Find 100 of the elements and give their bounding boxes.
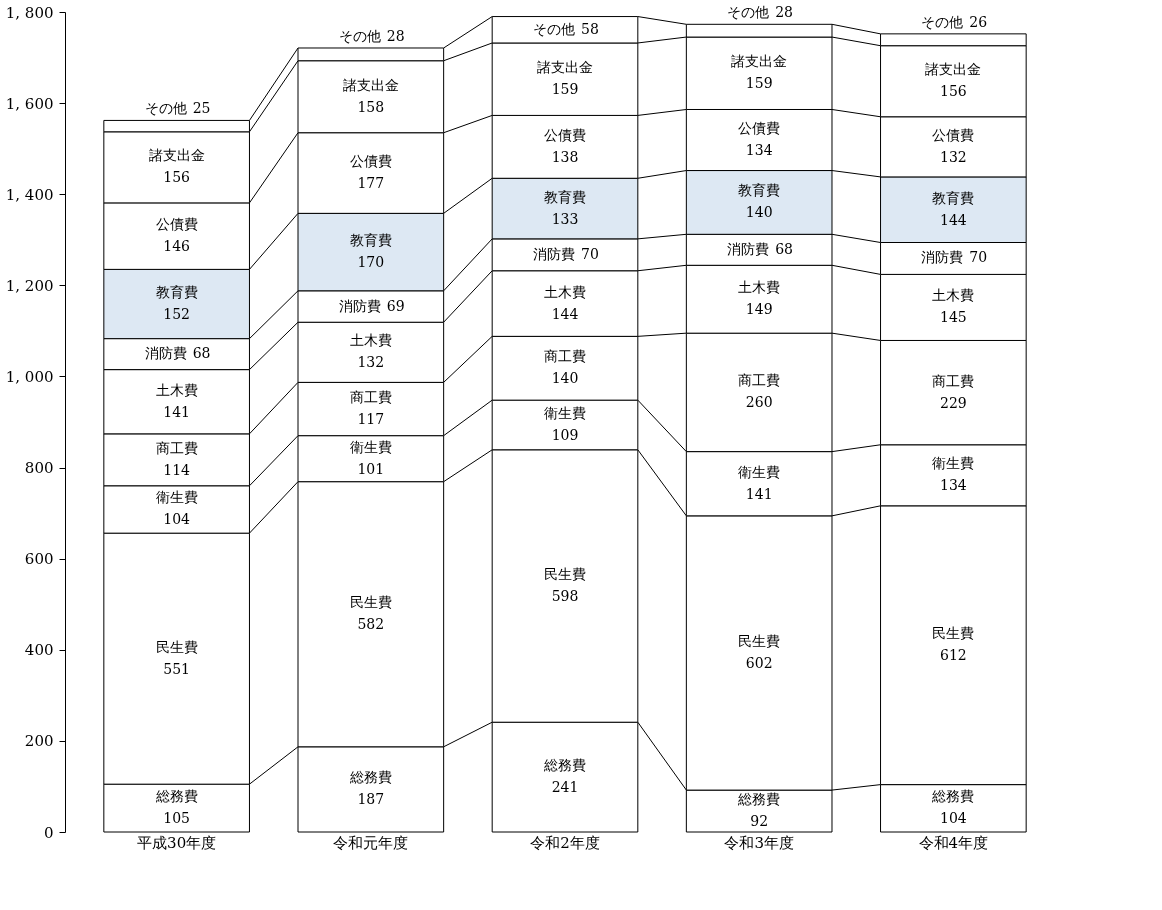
text: その他	[144, 100, 187, 117]
y-tick-label: 1, 400	[5, 185, 54, 204]
data-label: 58	[581, 20, 599, 37]
text: 衛生費	[155, 489, 198, 506]
text: その他	[338, 27, 381, 44]
text: 商工費	[738, 372, 781, 389]
data-label: 68	[775, 240, 793, 257]
data-label: 156	[939, 83, 967, 100]
text: 土木費	[155, 381, 198, 398]
data-label: 114	[163, 461, 191, 478]
data-label: 187	[357, 791, 385, 808]
y-tick-label: 1, 000	[5, 367, 54, 386]
y-tick-label: 1, 800	[5, 3, 54, 22]
data-label: 159	[745, 75, 773, 92]
series-label: 民生費	[738, 632, 781, 649]
text: 公債費	[155, 216, 198, 233]
text: その他	[533, 20, 575, 37]
data-label: 70	[581, 245, 599, 262]
y-tick-label: 800	[24, 459, 54, 478]
y-tick-label: 400	[24, 641, 54, 660]
x-tick-label: 令和2年度	[530, 833, 600, 852]
data-label: 146	[163, 238, 191, 255]
text: 諸支出金	[537, 59, 593, 76]
text: その他	[727, 4, 770, 21]
series-label: 衛生費	[349, 438, 392, 455]
text: 民生費	[349, 594, 392, 611]
data-label: 105	[163, 810, 191, 827]
data-label: 138	[551, 148, 579, 165]
data-label: 28	[775, 4, 793, 21]
text: 教育費	[155, 284, 198, 301]
data-label: 145	[939, 309, 967, 326]
text: 公債費	[738, 120, 781, 137]
data-label: 117	[357, 411, 385, 428]
x-tick-label: 平成30年度	[137, 833, 217, 852]
data-label: 141	[745, 485, 773, 502]
data-label: 144	[939, 211, 967, 228]
data-label: 101	[357, 460, 385, 477]
text: 消防費	[338, 297, 381, 314]
text: 衛生費	[544, 404, 586, 421]
data-label: 229	[939, 394, 967, 411]
data-label: 149	[745, 301, 773, 318]
y-tick-label: 1, 200	[5, 276, 54, 295]
series-label: 商工費	[155, 439, 198, 456]
data-label: 134	[939, 477, 967, 494]
data-label: 156	[163, 169, 191, 186]
text: 諸支出金	[342, 76, 399, 93]
data-label: 70	[969, 249, 988, 266]
data-label: 104	[163, 511, 191, 528]
text: 公債費	[544, 126, 586, 143]
data-label: 140	[745, 204, 773, 221]
series-label: 諸支出金	[148, 147, 205, 164]
text: 商工費	[349, 389, 392, 406]
text: 諸支出金	[731, 53, 788, 70]
series-label: 教育費	[544, 188, 586, 205]
text: 商工費	[932, 372, 975, 389]
text: 諸支出金	[925, 61, 982, 78]
data-label: 26	[969, 13, 988, 30]
x-tick-label: 令和元年度	[333, 833, 409, 852]
text: 消防費	[533, 245, 575, 262]
series-label: 総務費	[737, 791, 781, 808]
text: 土木費	[932, 287, 975, 304]
data-label: 132	[939, 148, 967, 165]
data-label: 69	[386, 297, 405, 314]
data-label: 241	[551, 779, 579, 796]
data-label: 109	[551, 426, 579, 443]
text: 教育費	[932, 189, 975, 206]
data-label: 159	[551, 81, 579, 98]
data-label: 598	[551, 588, 579, 604]
text: 総務費	[349, 769, 392, 786]
text: 衛生費	[932, 455, 975, 472]
data-label: 133	[551, 210, 579, 227]
data-label: 602	[745, 654, 773, 671]
series-label: その他	[921, 13, 964, 30]
text: 消防費	[727, 240, 770, 257]
data-label: 141	[163, 403, 191, 420]
x-tick-label: 令和3年度	[724, 833, 794, 852]
text: 総務費	[155, 788, 198, 805]
data-label: 140	[551, 370, 579, 387]
y-tick-label: 600	[24, 550, 54, 569]
data-label: 152	[163, 306, 191, 323]
text: 土木費	[738, 279, 781, 296]
text: 教育費	[349, 232, 392, 249]
series-label: 土木費	[349, 332, 392, 349]
text: 商工費	[544, 348, 586, 365]
series-label: 公債費	[932, 126, 975, 143]
y-tick-label: 0	[43, 823, 54, 842]
data-label: 92	[750, 813, 769, 830]
data-label: 144	[551, 305, 579, 322]
data-label: 25	[192, 100, 211, 117]
text: 民生費	[155, 638, 198, 655]
text: 土木費	[544, 283, 586, 300]
text: 消防費	[921, 249, 964, 266]
data-label: 170	[357, 254, 385, 271]
data-label: 132	[357, 354, 385, 371]
text: 民生費	[932, 625, 975, 642]
data-label: 28	[386, 27, 405, 44]
text: 衛生費	[738, 463, 781, 480]
data-label: 134	[745, 142, 773, 159]
data-label: 68	[192, 345, 211, 362]
text: 総務費	[544, 757, 586, 774]
